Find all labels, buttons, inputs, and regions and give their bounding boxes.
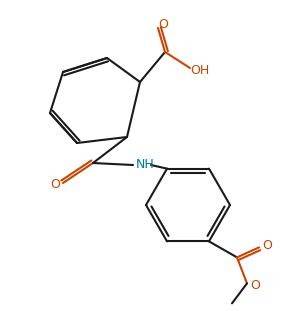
Text: O: O bbox=[50, 179, 60, 192]
Text: O: O bbox=[262, 239, 272, 252]
Text: OH: OH bbox=[190, 63, 210, 77]
Text: O: O bbox=[158, 17, 168, 30]
Text: NH: NH bbox=[135, 157, 154, 170]
Text: O: O bbox=[250, 279, 260, 292]
